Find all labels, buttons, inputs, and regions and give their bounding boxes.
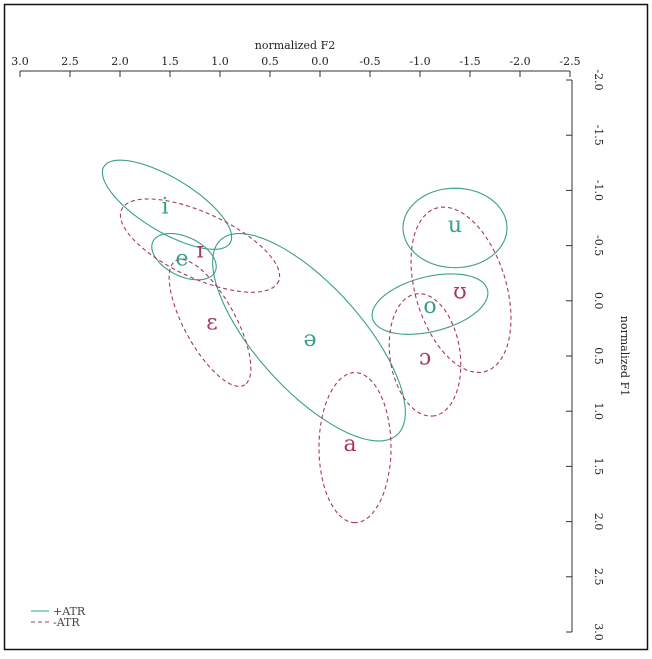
x-axis-ticks: 3.0 2.5 2.0 1.5 1.0 0.5 0.0 -0.5 -1.0 -1.5 -2.0 -2.… [11,55,581,77]
vowel-label-plus: ə [303,327,316,352]
vowel-ellipses [101,159,512,524]
y-tick-label: -1.5 [592,125,605,146]
y-axis-title: normalized F1 [618,316,631,396]
y-tick-label: 2.5 [592,568,605,586]
x-tick-label: -1.5 [459,55,480,68]
vowel-label-minus: ɔ [419,346,431,371]
x-tick-label: 0.0 [311,55,329,68]
x-tick-label: -2.5 [559,55,580,68]
x-tick-label: 3.0 [11,55,29,68]
x-tick-label: 1.5 [161,55,179,68]
x-tick-label: 1.0 [211,55,229,68]
ellipse-ɪ-minus [119,198,281,293]
vowel-label-minus: ɛ [206,310,217,335]
ellipse-a-minus [318,372,392,524]
y-tick-label: 1.5 [592,458,605,476]
ellipse-o-plus [371,273,489,335]
vowel-label-plus: u [448,213,462,238]
vowel-label-minus: a [343,432,356,457]
legend-label: -ATR [53,616,80,629]
y-tick-label: -1.0 [592,180,605,201]
ellipse-ɛ-minus [168,258,252,387]
x-axis-title: normalized F2 [255,39,335,52]
y-tick-label: 2.0 [592,513,605,531]
x-tick-label: 2.5 [61,55,79,68]
y-tick-label: 1.0 [592,402,605,420]
ellipse-ɔ-minus [388,293,462,417]
legend: +ATR-ATR [31,605,86,629]
vowel-label-minus: ɪ [196,239,203,264]
x-axis: 3.0 2.5 2.0 1.5 1.0 0.5 0.0 -0.5 -1.0 -1.5 -2.0 -2.… [11,39,581,77]
x-tick-label: -1.0 [409,55,430,68]
legend-label: +ATR [53,605,86,618]
y-tick-label: 0.5 [592,347,605,365]
vowel-label-plus: o [423,294,436,319]
x-tick-label: -0.5 [359,55,380,68]
y-tick-label: 0.0 [592,292,605,310]
ellipse-i-plus [101,159,233,250]
y-tick-label: -0.5 [592,235,605,256]
y-axis: -2.0 -1.5 -1.0 -0.5 0.0 0.5 1.0 1.5 2.0 2.5 3.0 no… [566,69,631,641]
vowel-label-plus: e [175,246,188,271]
x-tick-label: 2.0 [111,55,129,68]
x-tick-label: -2.0 [509,55,530,68]
x-tick-label: 0.5 [261,55,279,68]
ellipse-ʊ-minus [410,206,512,373]
vowel-labels: i e ə u o ɪ ɛ a ʊ ɔ [161,194,466,456]
ellipse-ə-plus [212,233,406,442]
y-tick-label: 3.0 [592,623,605,641]
chart-border [3,3,649,651]
vowel-label-minus: ʊ [453,279,467,304]
vowel-label-plus: i [161,194,168,219]
ellipse-u-plus [402,187,508,269]
y-tick-label: -2.0 [592,69,605,90]
ellipse-e-plus [151,232,217,281]
y-axis-ticks: -2.0 -1.5 -1.0 -0.5 0.0 0.5 1.0 1.5 2.0 2.5 3.0 [566,69,605,641]
